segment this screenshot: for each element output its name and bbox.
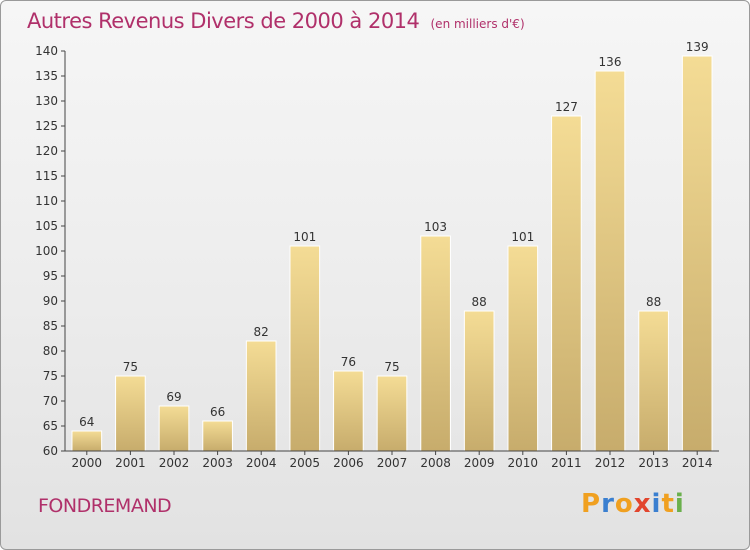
y-tick-label: 140: [35, 44, 58, 58]
x-tick-label: 2012: [595, 456, 626, 470]
data-label: 76: [341, 355, 356, 369]
bar: [681, 55, 713, 452]
x-tick-label: 2006: [333, 456, 364, 470]
brand-letter: t: [661, 489, 675, 519]
y-tick-label: 115: [35, 169, 58, 183]
y-tick-label: 110: [35, 194, 58, 208]
bar: [333, 370, 364, 452]
bar: [202, 420, 233, 452]
x-tick-label: 2002: [159, 456, 190, 470]
x-axis: 2000 2001 2002 2003 2004 2005 2006 2007 2008 2009…: [65, 450, 719, 470]
y-tick-label: 70: [43, 394, 58, 408]
x-tick-label: 2014: [682, 456, 713, 470]
data-label: 66: [210, 405, 225, 419]
brand-letter: P: [581, 489, 602, 519]
commune-name: FONDREMAND: [38, 495, 172, 517]
bar: [507, 245, 539, 452]
x-tick-label: 2005: [290, 456, 321, 470]
y-tick-label: 105: [35, 219, 58, 233]
x-tick-label: 2008: [420, 456, 451, 470]
data-label: 101: [293, 230, 316, 244]
y-axis: 60 65 70 75 80 85 90 95 100 105 110 115 120 125 130 135…: [35, 44, 66, 458]
x-tick-label: 2013: [638, 456, 669, 470]
data-label: 88: [472, 295, 487, 309]
y-tick-label: 125: [35, 119, 58, 133]
chart-subtitle: (en milliers d'€): [430, 17, 525, 31]
x-tick-label: 2003: [202, 456, 233, 470]
brand-letter: x: [633, 489, 652, 519]
y-tick-label: 130: [35, 94, 58, 108]
brand-letter: r: [601, 489, 615, 519]
bar: [376, 375, 408, 452]
bar: [245, 340, 277, 452]
proxiti-logo: Proxiti: [581, 489, 685, 519]
bars: 64 75 69 66 82 101 76 75 103 88 101 127 136 88 139: [71, 40, 713, 452]
data-label: 64: [79, 415, 94, 429]
data-label: 136: [599, 55, 622, 69]
y-tick-label: 80: [43, 344, 58, 358]
y-tick-label: 135: [35, 69, 58, 83]
bar: [289, 245, 321, 452]
chart-title: Autres Revenus Divers de 2000 à 2014: [27, 9, 420, 33]
bar: [71, 430, 103, 452]
bar: [638, 310, 669, 452]
chart-title-row: Autres Revenus Divers de 2000 à 2014 (en…: [27, 9, 525, 33]
x-tick-label: 2001: [115, 456, 146, 470]
data-label: 103: [424, 220, 447, 234]
x-tick-label: 2000: [72, 456, 103, 470]
brand-letter: o: [614, 489, 634, 519]
data-label: 82: [254, 325, 269, 339]
x-tick-label: 2004: [246, 456, 277, 470]
data-label: 75: [384, 360, 399, 374]
y-tick-label: 90: [43, 294, 58, 308]
bar: [420, 235, 451, 452]
y-tick-label: 120: [35, 144, 58, 158]
x-tick-label: 2009: [464, 456, 495, 470]
x-tick-label: 2007: [377, 456, 408, 470]
data-label: 101: [511, 230, 534, 244]
y-tick-label: 95: [43, 269, 58, 283]
data-label: 69: [166, 390, 181, 404]
bar: [115, 375, 146, 452]
data-label: 139: [686, 40, 709, 54]
x-tick-label: 2011: [551, 456, 582, 470]
y-tick-label: 100: [35, 244, 58, 258]
data-label: 75: [123, 360, 138, 374]
x-tick-label: 2010: [508, 456, 539, 470]
brand-letter: i: [674, 489, 685, 519]
y-tick-label: 60: [43, 444, 58, 458]
bar: [158, 405, 190, 452]
bar: [463, 310, 495, 452]
y-tick-label: 75: [43, 369, 58, 383]
y-tick-label: 65: [43, 419, 58, 433]
bar: [594, 70, 626, 452]
data-label: 127: [555, 100, 578, 114]
brand-letter: i: [651, 489, 662, 519]
y-tick-label: 85: [43, 319, 58, 333]
bar: [551, 115, 582, 452]
data-label: 88: [646, 295, 661, 309]
